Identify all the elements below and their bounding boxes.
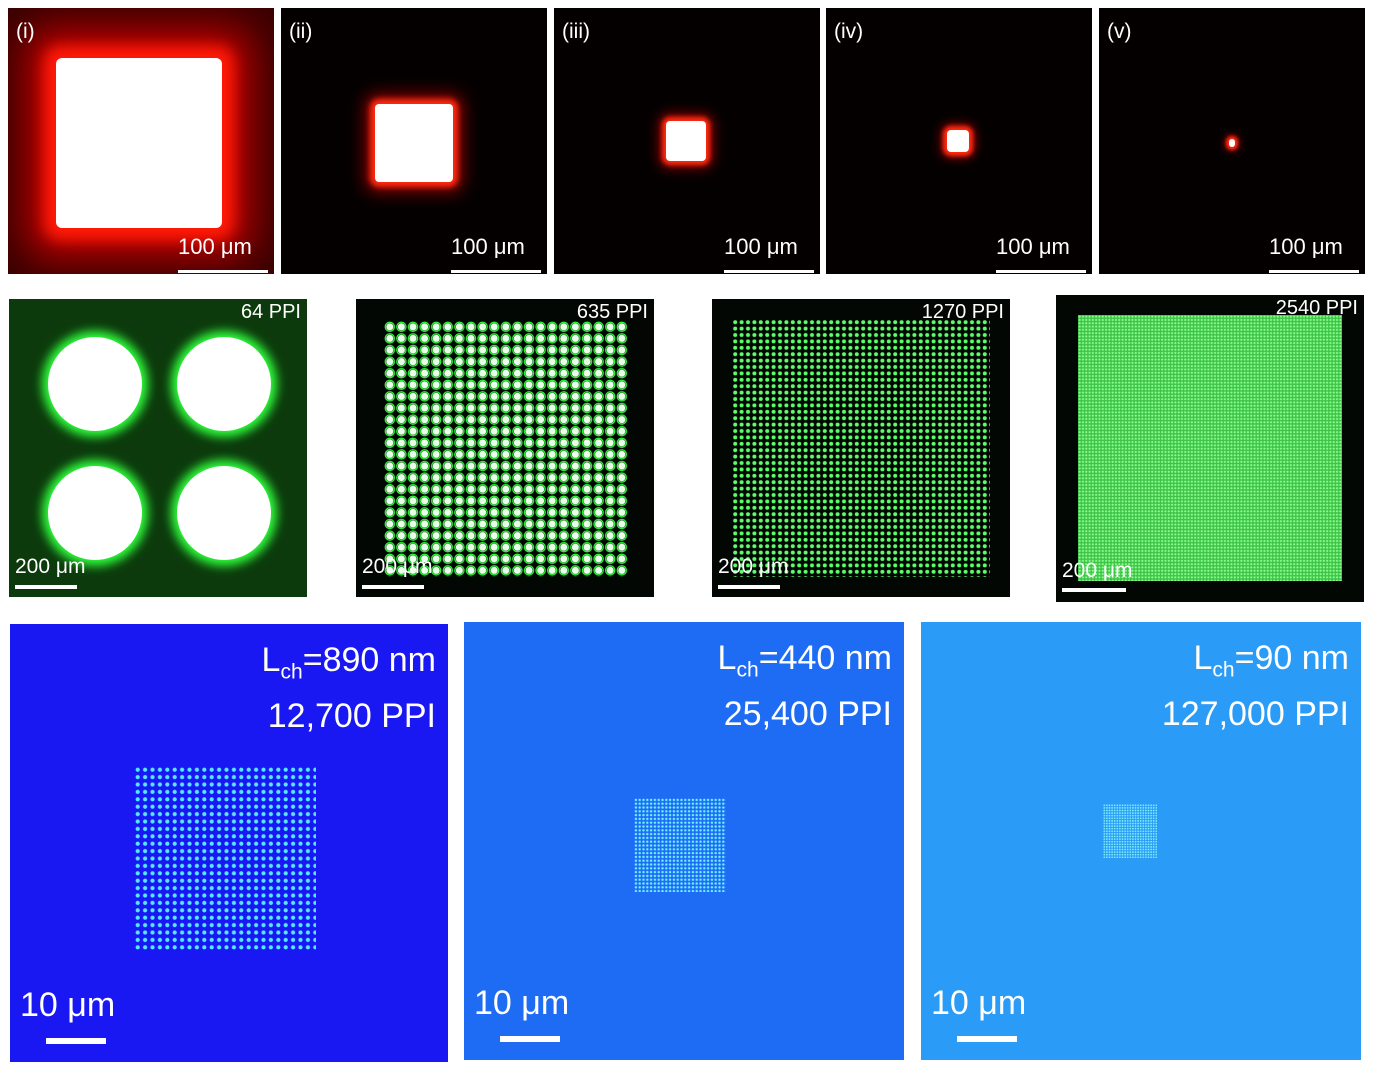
scale-label: 100 μm [451, 234, 525, 259]
scale-label: 200 μm [1062, 559, 1133, 582]
red-emitter-square [56, 58, 222, 228]
scale-bar [15, 585, 77, 589]
dot-array [134, 766, 316, 952]
red-emitter-square [666, 121, 706, 161]
scale-label: 200 μm [362, 555, 433, 578]
ppi-label: 64 PPI [240, 301, 301, 323]
scale-label: 10 μm [931, 984, 1027, 1022]
channel-length-label: Lch=890 nm 12,700 PPI [262, 638, 436, 738]
blue-panel-890nm: Lch=890 nm 12,700 PPI 10 μm [10, 624, 448, 1062]
ppi-label: 2540 PPI [1275, 297, 1358, 319]
ppi-label: 25,400 PPI [723, 695, 892, 734]
dot-array [634, 798, 726, 892]
channel-length-label: Lch=440 nm 25,400 PPI [718, 636, 892, 736]
red-panel-ii: (ii) 100 μm [281, 8, 547, 274]
red-panel-i: (i) 100 μm [8, 8, 274, 274]
scale-bar [957, 1036, 1017, 1042]
green-panel-64ppi: 64 PPI 200 μm [9, 299, 307, 597]
scale-label: 100 μm [996, 234, 1070, 259]
channel-length-label: Lch=90 nm 127,000 PPI [1162, 636, 1349, 736]
panel-label: (v) [1107, 20, 1132, 43]
panel-label: (iii) [562, 20, 590, 43]
red-panel-v: (v) 100 μm [1099, 8, 1365, 274]
scale-label: 100 μm [1269, 234, 1343, 259]
dot-array [384, 321, 628, 577]
green-panel-2540ppi: 2540 PPI 200 μm [1056, 295, 1364, 602]
scale-bar [996, 270, 1086, 273]
scale-bar [178, 270, 268, 273]
blue-panel-90nm: Lch=90 nm 127,000 PPI 10 μm [921, 622, 1361, 1060]
ppi-label: 1270 PPI [921, 301, 1004, 323]
scale-label: 10 μm [20, 986, 116, 1024]
green-panel-1270ppi: 1270 PPI 200 μm [712, 299, 1010, 597]
scale-label: 10 μm [474, 984, 570, 1022]
dot-array [732, 319, 990, 577]
scale-bar [724, 270, 814, 273]
red-emitter-square [375, 104, 453, 182]
red-emitter-square [947, 130, 969, 152]
ppi-label: 635 PPI [576, 301, 648, 323]
dot-array [1103, 804, 1157, 858]
red-panel-iii: (iii) 100 μm [554, 8, 820, 274]
red-panel-iv: (iv) 100 μm [826, 8, 1092, 274]
scale-label: 100 μm [178, 234, 252, 259]
ppi-label: 127,000 PPI [1161, 695, 1349, 734]
scale-bar [1269, 270, 1359, 273]
scale-bar [46, 1038, 106, 1044]
panel-label: (iv) [834, 20, 864, 43]
scale-bar [362, 585, 424, 589]
panel-label: (i) [16, 20, 35, 43]
dot-array [1078, 315, 1342, 581]
scale-bar [500, 1036, 560, 1042]
scale-bar [451, 270, 541, 273]
panel-label: (ii) [289, 20, 313, 43]
ppi-label: 12,700 PPI [267, 697, 436, 736]
scale-bar [718, 585, 780, 589]
blue-panel-440nm: Lch=440 nm 25,400 PPI 10 μm [464, 622, 904, 1060]
scale-label: 200 μm [718, 555, 789, 578]
green-panel-635ppi: 635 PPI 200 μm [356, 299, 654, 597]
scale-label: 200 μm [15, 555, 86, 578]
scale-bar [1062, 588, 1126, 592]
red-emitter-square [1229, 139, 1235, 147]
scale-label: 100 μm [724, 234, 798, 259]
circle-array [42, 331, 277, 566]
